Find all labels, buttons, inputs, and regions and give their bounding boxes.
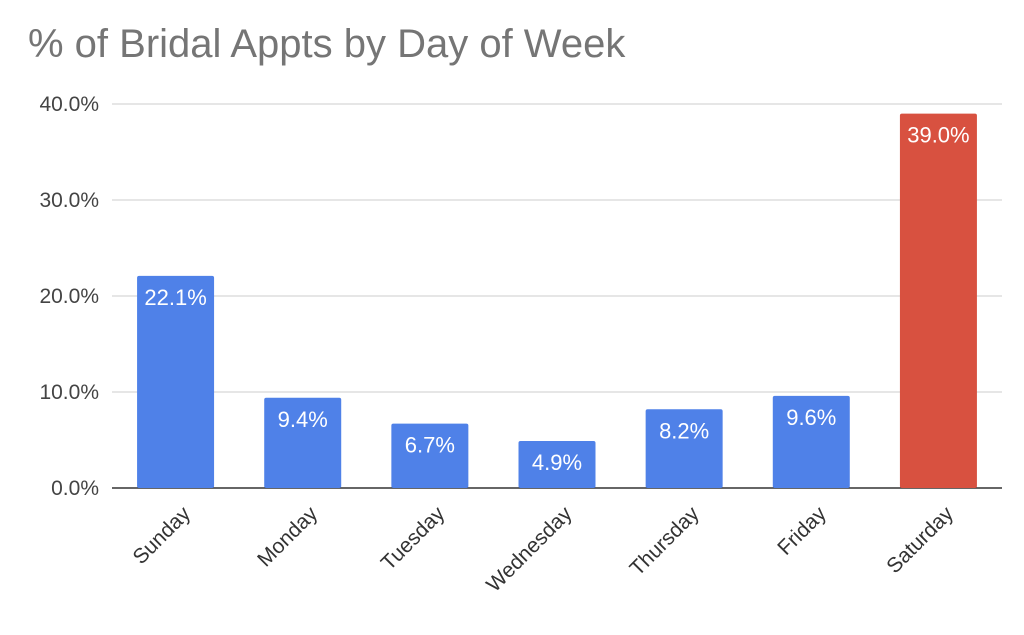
bar-saturday — [899, 113, 977, 488]
bar-sunday — [137, 275, 215, 488]
data-label-sunday: 22.1% — [144, 285, 206, 310]
y-tick-label: 30.0% — [39, 189, 99, 212]
x-tick-label-wednesday: Wednesday — [482, 502, 577, 597]
y-tick-label: 10.0% — [39, 381, 99, 404]
bar-tuesday — [391, 423, 469, 488]
bar-thursday — [645, 409, 723, 488]
bars — [137, 113, 977, 488]
bar-friday — [772, 395, 850, 488]
x-axis-category-labels: Sunday Monday Tuesday Wednesday Thursday Frid… — [128, 502, 958, 597]
data-label-wednesday: 4.9% — [532, 450, 582, 475]
y-tick-label: 20.0% — [39, 285, 99, 308]
data-labels: 22.1% 9.4% 6.7% 4.9% 8.2% 9.6% 39.0% — [144, 123, 969, 475]
chart-title: % of Bridal Appts by Day of Week — [28, 22, 626, 66]
gridlines — [112, 103, 1002, 489]
x-tick-label-saturday: Saturday — [882, 502, 958, 578]
data-label-friday: 9.6% — [786, 405, 836, 430]
y-tick-label: 0.0% — [51, 477, 99, 500]
bar-wednesday — [518, 440, 596, 488]
y-axis-tick-labels: 0.0% 10.0% 20.0% 30.0% 40.0% — [39, 93, 99, 500]
x-tick-label-friday: Friday — [773, 502, 831, 560]
x-tick-label-tuesday: Tuesday — [377, 502, 450, 575]
x-tick-label-monday: Monday — [253, 502, 322, 571]
data-label-monday: 9.4% — [278, 407, 328, 432]
x-tick-label-sunday: Sunday — [128, 502, 195, 569]
bar-monday — [264, 397, 342, 488]
y-tick-label: 40.0% — [39, 93, 99, 116]
x-tick-label-thursday: Thursday — [626, 502, 705, 581]
data-label-tuesday: 6.7% — [405, 433, 455, 458]
data-label-thursday: 8.2% — [659, 418, 709, 443]
data-label-saturday: 39.0% — [907, 123, 969, 148]
